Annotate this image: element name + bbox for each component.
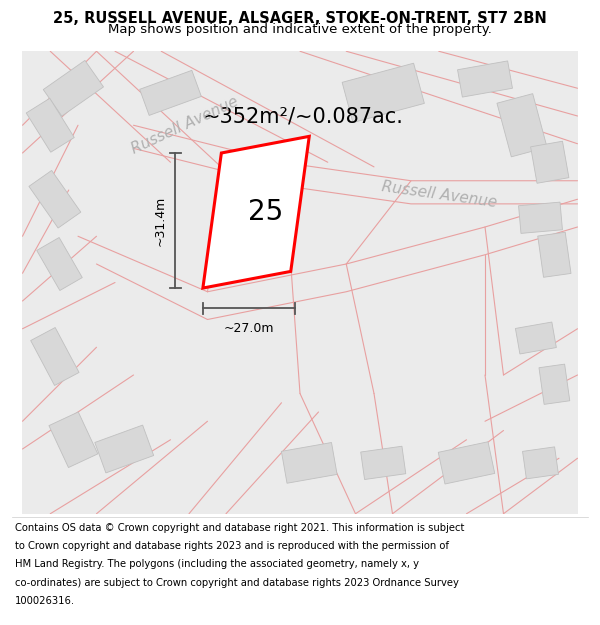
Polygon shape	[518, 202, 562, 233]
Polygon shape	[22, 51, 577, 514]
Text: Russell Avenue: Russell Avenue	[128, 94, 240, 157]
Text: 25, RUSSELL AVENUE, ALSAGER, STOKE-ON-TRENT, ST7 2BN: 25, RUSSELL AVENUE, ALSAGER, STOKE-ON-TR…	[53, 11, 547, 26]
Text: Map shows position and indicative extent of the property.: Map shows position and indicative extent…	[108, 23, 492, 36]
Polygon shape	[49, 412, 98, 468]
Text: Russell Avenue: Russell Avenue	[380, 179, 497, 210]
Text: ~352m²/~0.087ac.: ~352m²/~0.087ac.	[203, 106, 404, 126]
Polygon shape	[438, 442, 495, 484]
Polygon shape	[281, 442, 337, 483]
Polygon shape	[43, 61, 103, 116]
Text: HM Land Registry. The polygons (including the associated geometry, namely x, y: HM Land Registry. The polygons (includin…	[15, 559, 419, 569]
Polygon shape	[530, 141, 569, 183]
Polygon shape	[361, 446, 406, 479]
Polygon shape	[497, 94, 547, 157]
Polygon shape	[37, 238, 82, 291]
Polygon shape	[538, 232, 571, 278]
Polygon shape	[26, 98, 74, 152]
Polygon shape	[203, 136, 309, 288]
Polygon shape	[342, 63, 424, 122]
Polygon shape	[140, 71, 202, 116]
Text: Contains OS data © Crown copyright and database right 2021. This information is : Contains OS data © Crown copyright and d…	[15, 522, 464, 532]
Polygon shape	[95, 425, 154, 473]
Polygon shape	[31, 328, 79, 386]
Text: ~31.4m: ~31.4m	[154, 196, 167, 246]
Polygon shape	[29, 171, 81, 228]
Text: to Crown copyright and database rights 2023 and is reproduced with the permissio: to Crown copyright and database rights 2…	[15, 541, 449, 551]
Polygon shape	[539, 364, 570, 404]
Polygon shape	[458, 61, 512, 97]
Text: 100026316.: 100026316.	[15, 596, 75, 606]
Text: 25: 25	[248, 198, 283, 226]
Text: co-ordinates) are subject to Crown copyright and database rights 2023 Ordnance S: co-ordinates) are subject to Crown copyr…	[15, 578, 459, 587]
Polygon shape	[515, 322, 556, 354]
Text: ~27.0m: ~27.0m	[224, 322, 274, 335]
Polygon shape	[523, 447, 559, 479]
